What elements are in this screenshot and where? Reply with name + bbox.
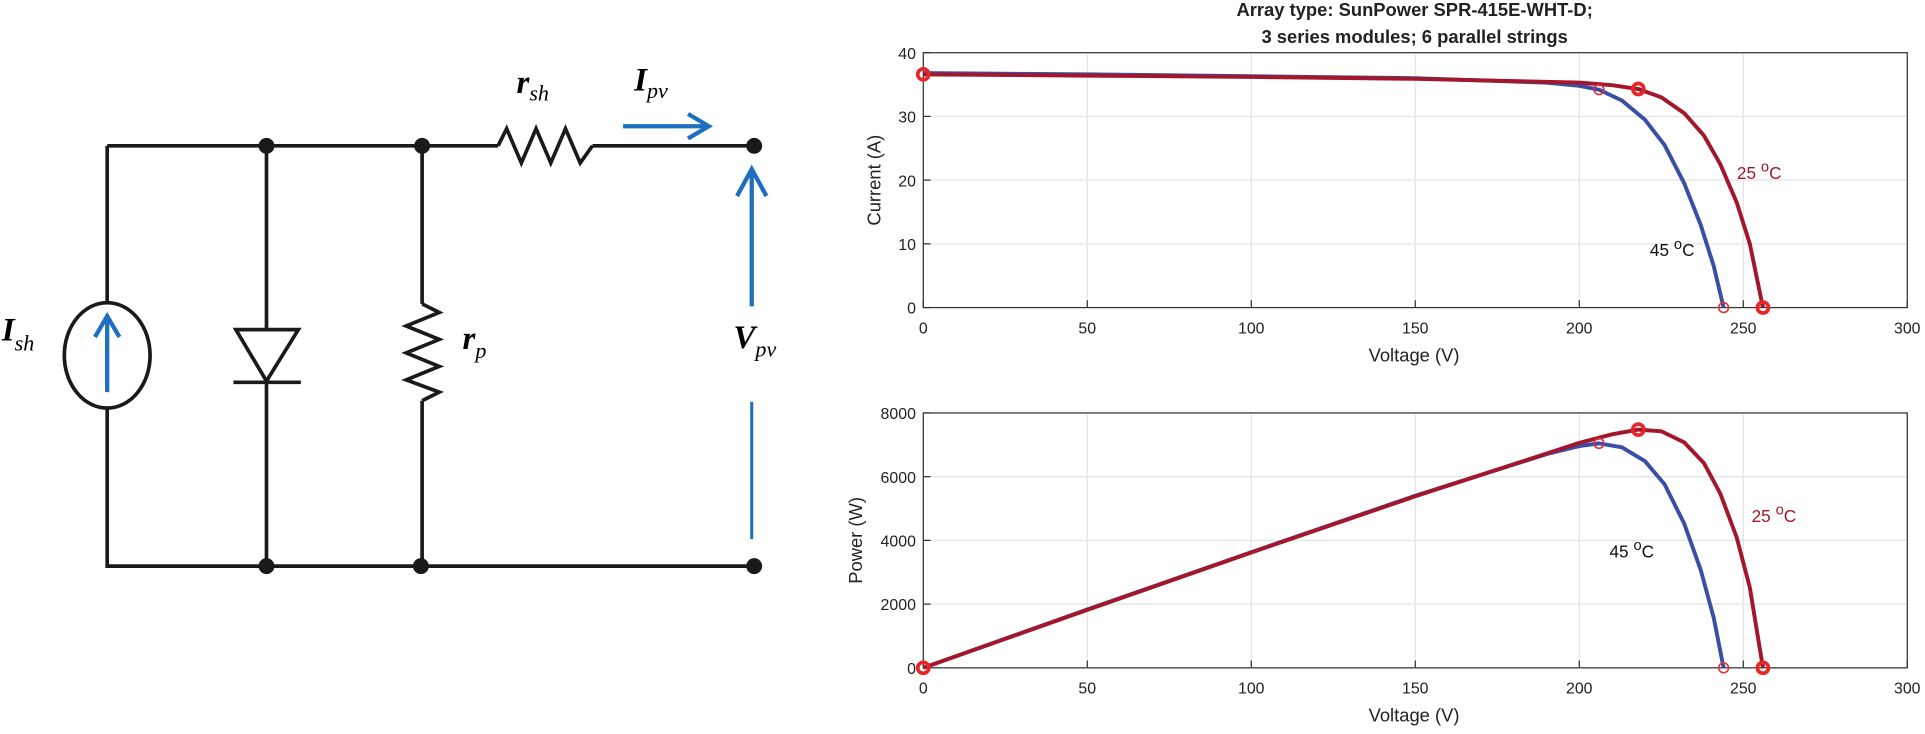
series-line [923,72,1765,308]
subscript: pv [645,78,668,103]
y-axis-title: Current (A) [863,135,884,226]
diode [232,327,302,385]
y-tick-label: 4000 [881,534,917,551]
y-tick-label: 10 [898,237,916,254]
node [414,137,431,154]
label: rsh [516,65,548,105]
label: Vpv [733,320,776,362]
x-tick-label: 300 [1894,681,1921,698]
x-tick-label: 50 [1078,320,1096,337]
x-tick-label: 100 [1238,320,1265,337]
node [412,558,429,575]
node [258,558,275,575]
arrow [623,112,714,141]
x-tick-label: 300 [1894,320,1921,337]
marker [1593,83,1605,96]
marker [1755,300,1771,315]
subscript: pv [753,337,776,362]
marker [1755,660,1771,676]
y-axis-title: Power (W) [845,497,866,584]
curve-label: 25 oC [1737,160,1782,183]
label: rp [463,321,487,363]
label-sup: o [1674,237,1682,253]
symbol: V [733,320,758,356]
current-source [62,300,152,410]
subscript: p [473,338,486,363]
label-number: 25 [1737,163,1756,183]
x-tick-label: 0 [919,320,928,337]
label-unit: C [1642,542,1654,562]
x-tick-label: 0 [919,681,928,698]
marker [915,67,931,82]
marker [1630,422,1646,437]
symbol: r [463,321,477,357]
label-unit: C [1784,506,1796,526]
x-tick-label: 100 [1238,681,1265,698]
label-unit: C [1682,240,1694,260]
symbol: r [516,65,530,101]
plot-frame [922,412,1908,669]
chart-title: Array type: SunPower SPR-415E-WHT-D; [1236,0,1592,20]
x-axis-title: Voltage (V) [1369,344,1460,365]
marker [915,660,931,676]
x-tick-label: 250 [1730,681,1757,698]
marker [1717,662,1730,674]
subscript: sh [15,330,35,355]
curve-label: 45 oC [1650,237,1695,260]
y-tick-label: 6000 [881,470,917,487]
y-tick-label: 40 [898,46,916,63]
x-tick-label: 250 [1730,320,1757,337]
x-axis-title: Voltage (V) [1369,705,1460,726]
label: Ipv [633,63,668,103]
marker [1717,301,1730,314]
chart: 0 50 100 150 200 250 300 0 2000 4000 6000 8000 Volta… [845,406,1921,726]
x-tick-label: 150 [1402,681,1429,698]
y-tick-label: 2000 [881,597,917,614]
arrow [735,164,769,307]
label-number: 45 [1650,240,1669,260]
resistor-rp [401,302,445,403]
label-sup: o [1633,538,1641,554]
nodes [258,137,763,575]
label-number: 45 [1609,542,1628,562]
chart-subtitle: 3 series modules; 6 parallel strings [1261,26,1567,47]
label-sup: o [1776,503,1784,519]
circuit: Ish rsh Ipv rp Vpv [1,63,776,575]
y-tick-label: 0 [907,301,916,318]
series-line [922,427,1765,670]
chart: 0 50 100 150 200 250 300 0 10 20 30 40 Voltage (V) Cu… [863,46,1920,366]
subscript: sh [529,80,549,105]
arrow [93,311,122,393]
y-tick-label: 30 [898,110,916,127]
x-tick-label: 200 [1566,681,1593,698]
label: Ish [1,313,34,356]
curve-label: 45 oC [1609,538,1654,561]
y-tick-label: 0 [907,661,916,678]
marker [1630,81,1646,97]
symbol: I [633,63,648,99]
y-tick-label: 20 [898,173,916,190]
curve-label: 25 oC [1752,503,1797,526]
node [746,137,763,154]
label-sup: o [1761,160,1769,176]
plot-frame [922,52,1908,309]
x-tick-label: 150 [1402,320,1429,337]
label-number: 25 [1752,506,1771,526]
label-unit: C [1769,163,1781,183]
node [746,558,763,575]
symbol: I [1,313,16,349]
node [258,137,275,154]
x-tick-label: 200 [1566,320,1593,337]
marker [1593,437,1605,450]
resistor-rsh [496,123,594,168]
x-tick-label: 50 [1078,681,1096,698]
wire [105,143,755,568]
y-tick-label: 8000 [881,406,917,423]
